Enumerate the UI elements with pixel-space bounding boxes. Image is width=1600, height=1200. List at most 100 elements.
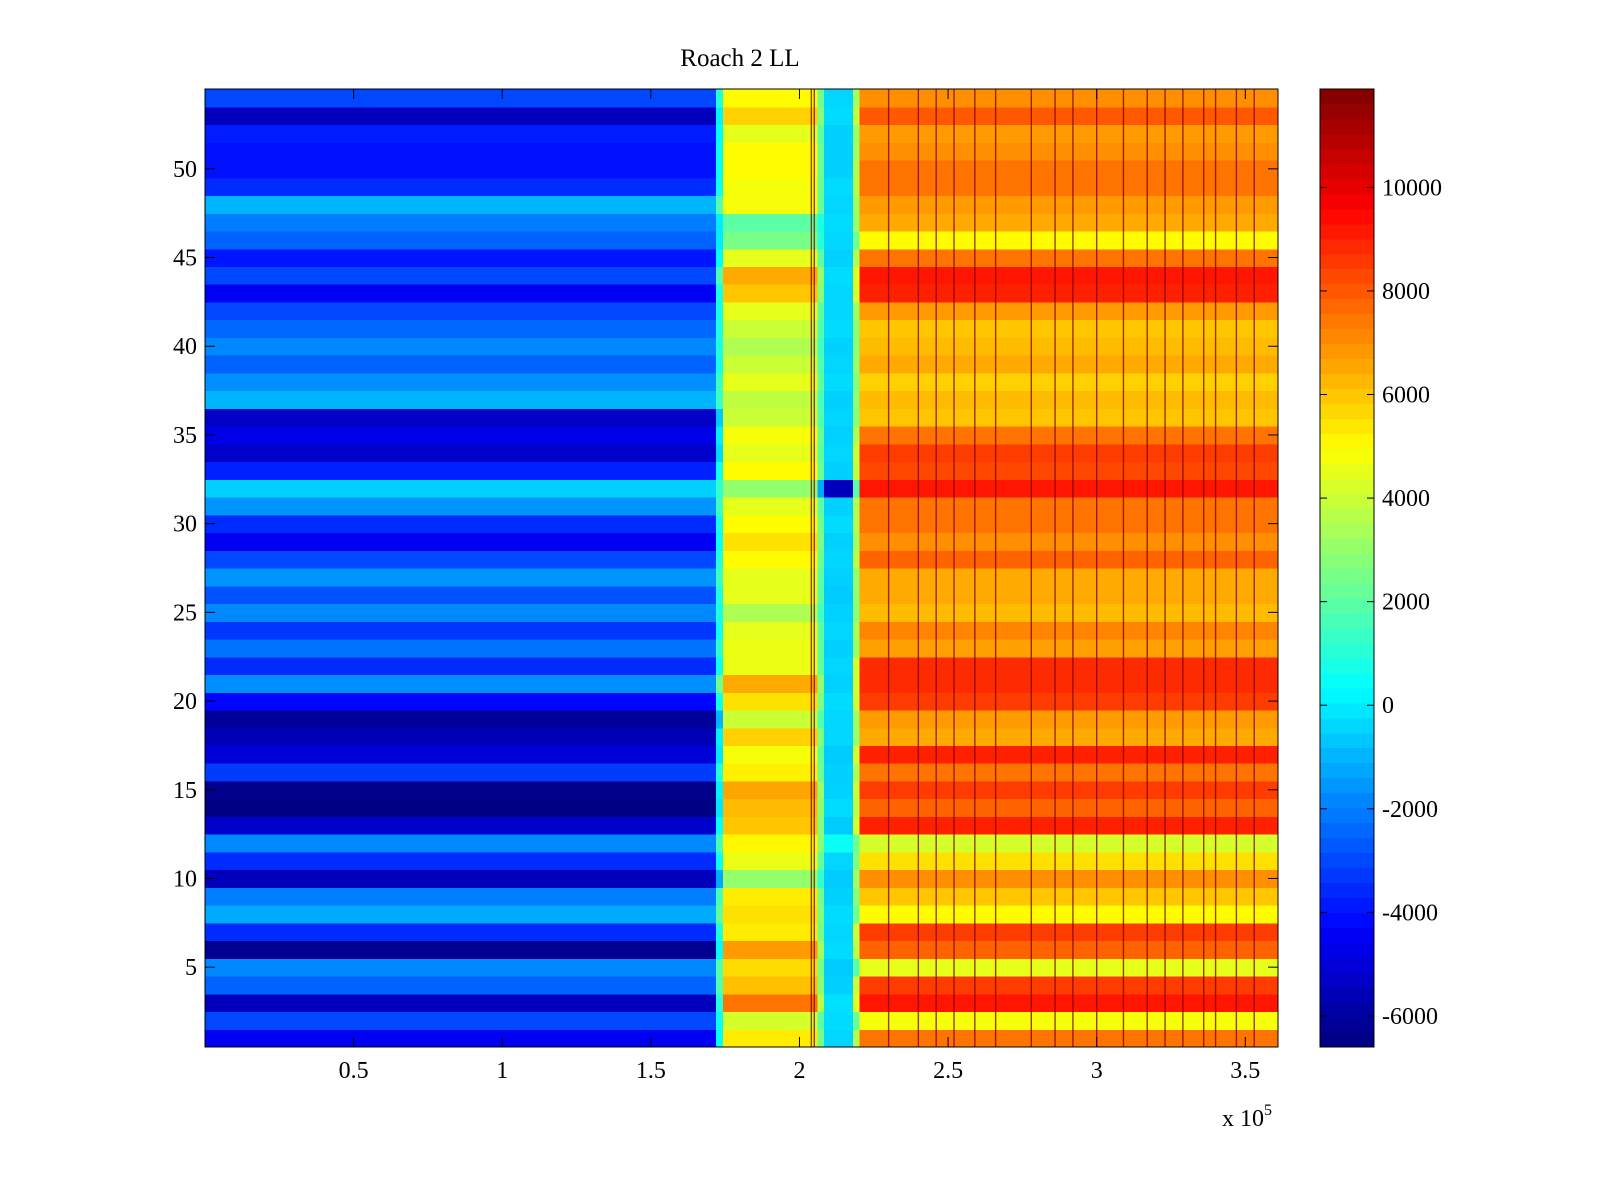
x-tick-label: 3	[1091, 1058, 1103, 1084]
heatmap-cell	[823, 692, 854, 711]
x-exponent-prefix: x 10	[1222, 1106, 1264, 1132]
colorbar-swatch	[1320, 807, 1374, 824]
heatmap-cell	[858, 674, 1279, 693]
heatmap-cell	[205, 674, 717, 693]
heatmap-cell	[722, 568, 818, 587]
colorbar-swatch	[1320, 957, 1374, 973]
heatmap-transition-cell	[716, 727, 723, 747]
heatmap-cell	[823, 816, 854, 835]
heatmap-cell	[858, 337, 1279, 356]
x-exponent-superscript: 5	[1264, 1102, 1272, 1119]
heatmap-cell	[858, 834, 1279, 853]
heatmap-transition-cell	[817, 266, 824, 285]
heatmap-cell	[823, 479, 854, 498]
heatmap-cell	[205, 585, 717, 605]
heatmap-cell	[722, 213, 818, 232]
heatmap-cell	[205, 159, 717, 179]
y-tick-label: 40	[173, 334, 197, 360]
colorbar-swatch	[1320, 163, 1374, 180]
heatmap-cell	[858, 940, 1279, 959]
heatmap-transition-cell	[852, 1029, 860, 1048]
heatmap-cell	[823, 213, 854, 232]
heatmap-transition-cell	[716, 585, 723, 605]
x-tick-label: 1	[496, 1058, 508, 1084]
heatmap-cell	[823, 922, 854, 942]
heatmap-cell	[205, 905, 717, 924]
heatmap-transition-cell	[817, 124, 824, 143]
colorbar-swatch	[1320, 972, 1374, 988]
y-tick-label: 5	[185, 955, 197, 981]
heatmap-cell	[823, 976, 854, 995]
heatmap-cell	[823, 284, 854, 303]
heatmap-cell	[823, 443, 854, 463]
heatmap-cell	[722, 709, 818, 729]
heatmap-cell	[205, 692, 717, 711]
colorbar-frame	[1319, 88, 1375, 1048]
colorbar-swatch	[1320, 463, 1374, 479]
heatmap-cell	[858, 798, 1279, 817]
heatmap-transition-cell	[852, 851, 860, 871]
heatmap-cell	[858, 550, 1279, 569]
colorbar-swatch	[1320, 867, 1374, 883]
heatmap-cell	[858, 851, 1279, 871]
heatmap-cell	[722, 656, 818, 676]
colorbar-swatch	[1320, 313, 1374, 330]
heatmap-cell	[858, 905, 1279, 924]
heatmap-cell	[722, 230, 818, 250]
colorbar-swatch	[1320, 178, 1374, 195]
heatmap-transition-cell	[852, 568, 860, 587]
heatmap-transition-cell	[817, 177, 824, 197]
colorbar-swatch	[1320, 283, 1374, 300]
heatmap-transition-cell	[852, 816, 860, 835]
x-tick-label: 2.5	[933, 1058, 963, 1084]
colorbar-swatch	[1320, 777, 1374, 794]
heatmap-transition-cell	[852, 905, 860, 924]
heatmap-transition-cell	[716, 443, 723, 463]
colorbar-swatch	[1320, 493, 1374, 509]
heatmap-cell	[858, 142, 1279, 161]
colorbar-swatch	[1320, 208, 1374, 225]
heatmap-cell	[858, 355, 1279, 374]
heatmap-transition-cell	[852, 727, 860, 747]
heatmap-cell	[823, 195, 854, 214]
heatmap-cell	[205, 337, 717, 356]
colorbar-swatch	[1320, 942, 1374, 958]
heatmap-transition-cell	[852, 621, 860, 640]
heatmap-transition-cell	[716, 674, 723, 693]
heatmap-cell	[205, 230, 717, 250]
heatmap-cell	[205, 266, 717, 285]
colorbar-swatch	[1320, 89, 1374, 105]
heatmap-transition-cell	[817, 89, 824, 108]
heatmap-cell	[205, 1029, 717, 1048]
heatmap-transition-cell	[852, 372, 860, 392]
heatmap-transition-cell	[852, 638, 860, 658]
heatmap-transition-cell	[852, 922, 860, 942]
heatmap-cell	[823, 355, 854, 374]
colorbar-swatch	[1320, 553, 1374, 569]
heatmap-transition-cell	[817, 940, 824, 959]
heatmap-cell	[823, 905, 854, 924]
heatmap-cell	[823, 337, 854, 356]
heatmap-transition-cell	[852, 745, 860, 764]
heatmap-cell	[722, 337, 818, 356]
heatmap-cell	[722, 727, 818, 747]
heatmap-transition-cell	[852, 213, 860, 232]
heatmap-cell	[823, 426, 854, 445]
heatmap-cell	[823, 603, 854, 622]
heatmap-cell	[858, 656, 1279, 676]
colorbar-swatch	[1320, 597, 1374, 614]
heatmap-transition-cell	[852, 177, 860, 197]
colorbar-swatch	[1320, 433, 1374, 449]
heatmap-cell	[823, 106, 854, 126]
heatmap-transition-cell	[852, 993, 860, 1013]
y-tick-label: 35	[173, 423, 197, 449]
heatmap-transition-cell	[852, 408, 860, 427]
heatmap-transition-cell	[817, 958, 824, 977]
colorbar-swatch	[1320, 1017, 1374, 1033]
heatmap-transition-cell	[852, 443, 860, 463]
heatmap-transition-cell	[852, 709, 860, 729]
heatmap-cell	[858, 816, 1279, 835]
heatmap-transition-cell	[817, 621, 824, 640]
heatmap-cell	[205, 301, 717, 321]
